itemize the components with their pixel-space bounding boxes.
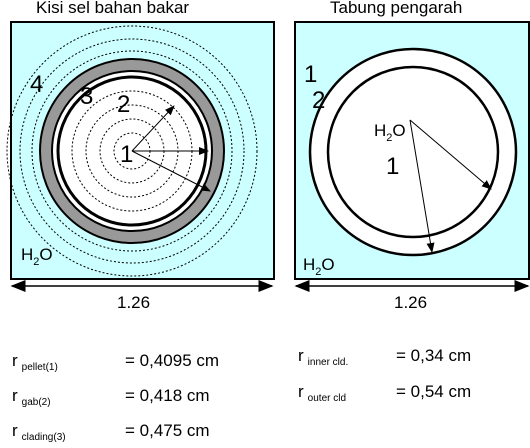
radius-value: = 0,34 cm [396,346,472,365]
right-inner-water-label: H2O [374,121,406,144]
radius-value: = 0,4095 cm [125,351,220,370]
right-cell-title: Tabung pengarah [330,0,463,17]
radius-subscript: pellet(1) [21,362,58,373]
radius-value: = 0,475 cm [125,421,210,440]
radius-subscript: outer cld [307,393,347,404]
moderator-ring-inner [31,50,233,252]
legend-gap-radius: r gab(2) = 0,418 cm [12,386,282,410]
inner-cladding [326,65,500,239]
moderator-ring-mid [19,38,245,264]
right-water-label: H2O [303,255,335,278]
right-pitch-label: 1.26 [394,293,428,312]
moderator-ring-outer [6,25,258,277]
radius-symbol: r [298,382,304,401]
legend-inner-cladding-radius: r inner cld. = 0,34 cm [298,346,528,370]
legend-pellet-radius: r pellet(1) = 0,4095 cm [12,351,282,375]
region-label-2: 2 [117,91,130,118]
radius-symbol: r [298,346,304,365]
radius-value: = 0,418 cm [125,386,210,405]
left-pitch-label: 1.26 [117,293,151,312]
radius-arrow-outer [409,119,435,253]
guide-tube-cell: 1 2 1 H2O H2O [294,21,530,280]
radius-symbol: r [12,386,18,405]
legend-cladding-radius: r clading(3) = 0,475 cm [12,421,282,445]
cell-diagrams: 4 3 2 1 H2O 1 2 1 H2O H2O [6,21,530,292]
radius-subscript: clading(3) [21,432,66,443]
right-region-label-1: 1 [304,61,317,88]
radius-symbol: r [12,421,18,440]
region-label-1: 1 [120,141,133,168]
radius-subscript: gab(2) [21,397,51,408]
radius-value: = 0,54 cm [396,382,472,401]
right-region-label-2: 2 [312,87,325,114]
radius-symbol: r [12,351,18,370]
region-label-3: 3 [80,83,93,110]
legend-outer-cladding-radius: r outer cld = 0,54 cm [298,382,528,406]
left-water-label: H2O [21,245,53,268]
fuel-cell-lattice: 4 3 2 1 H2O [6,21,275,280]
radius-subscript: inner cld. [307,357,349,368]
region-label-4: 4 [30,71,43,98]
radius-arrow-inner [409,119,492,190]
right-region-label-inner-1: 1 [386,153,399,180]
radius-arrow-cladding [131,150,211,192]
left-cell-title: Kisi sel bahan bakar [36,0,190,17]
radius-arrow-pellet [131,105,175,152]
